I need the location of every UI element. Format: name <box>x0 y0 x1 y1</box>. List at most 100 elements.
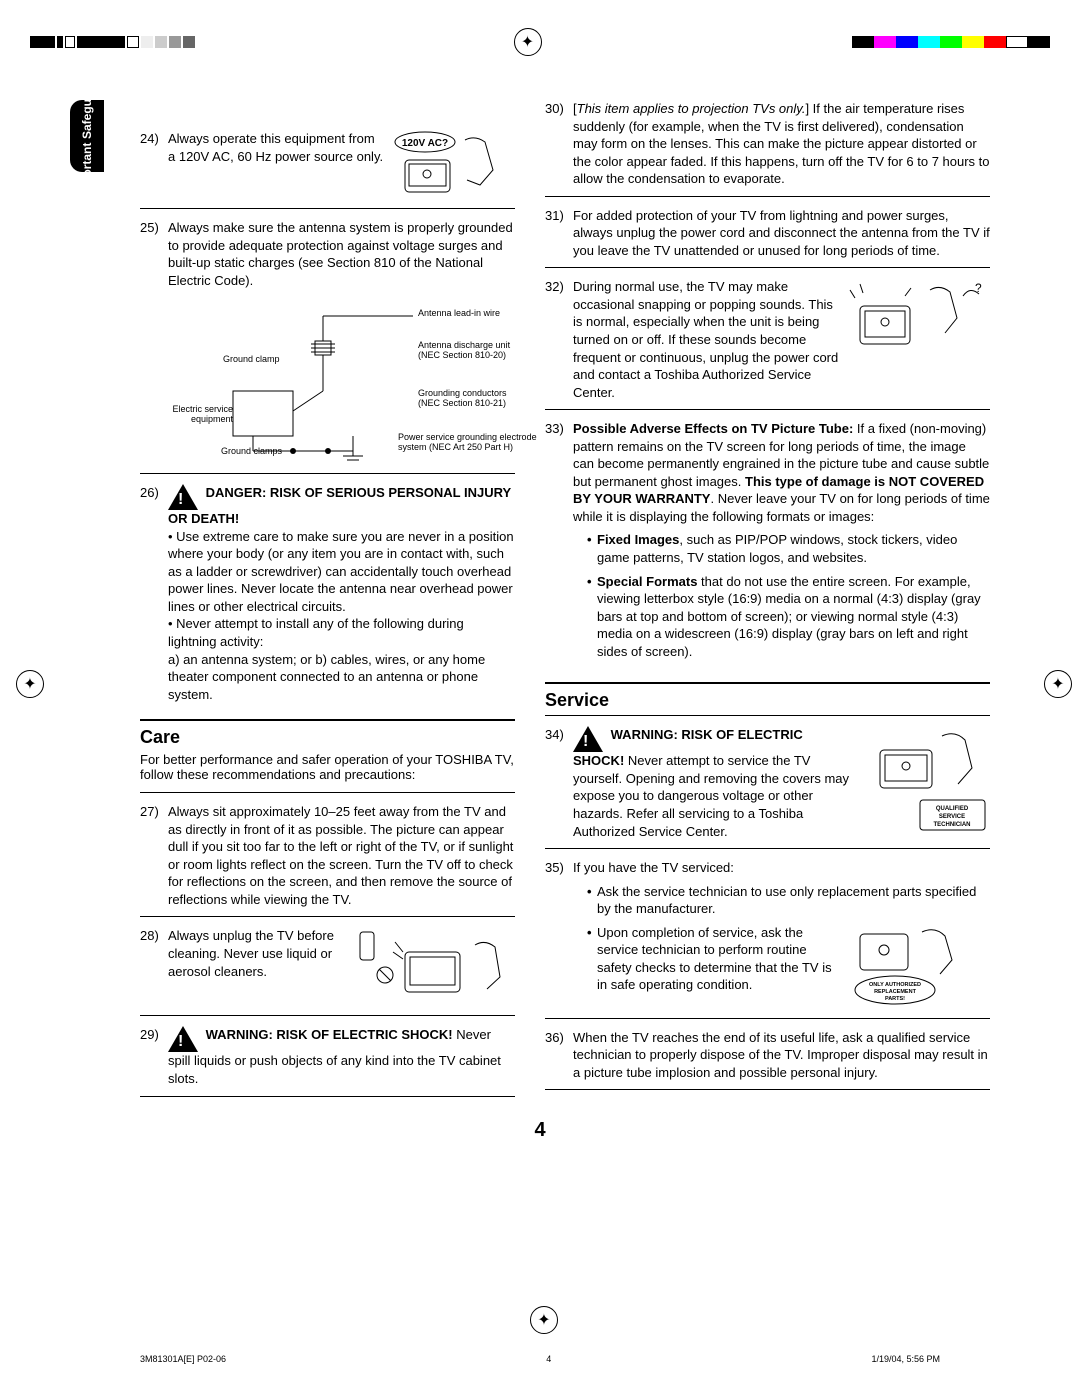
item-32: 32) ? During normal use, the TV may make… <box>545 278 990 401</box>
item-29: 29) WARNING: RISK OF ELECTRIC SHOCK! Nev… <box>140 1026 515 1087</box>
rule-care <box>140 792 515 793</box>
item-35-b1: Ask the service technician to use only r… <box>587 883 990 918</box>
item-35-lead: If you have the TV serviced: <box>573 860 734 875</box>
item-30-num: 30) <box>545 100 573 188</box>
item-31: 31) For added protection of your TV from… <box>545 207 990 260</box>
color-bars <box>852 36 1050 48</box>
item-35: 35) If you have the TV serviced: Ask the… <box>545 859 990 1010</box>
dlabel-d: Grounding conductors (NEC Section 810-21… <box>418 388 528 408</box>
register-left: ✦ <box>16 670 44 698</box>
sidebar-tab: Important Safeguards <box>70 100 104 172</box>
item-30: 30) [This item applies to projection TVs… <box>545 100 990 188</box>
illustration-35: ONLY AUTHORIZED REPLACEMENT PARTS! <box>850 924 990 1010</box>
left-register-group <box>30 36 195 48</box>
print-marks-top: ✦ <box>0 28 1080 56</box>
item-34: 34) QUALIFIED SERVICE TECHNICIAN WARNING… <box>545 726 990 840</box>
dlabel-b: Antenna discharge unit (NEC Section 810-… <box>418 340 528 360</box>
svg-text:REPLACEMENT: REPLACEMENT <box>874 989 917 995</box>
item-24-num: 24) <box>140 130 168 200</box>
item-26-num: 26) <box>140 484 168 703</box>
warning-icon-29 <box>168 1026 198 1052</box>
svg-text:?: ? <box>975 281 982 295</box>
item-35-b2-wrap: ONLY AUTHORIZED REPLACEMENT PARTS! Upon … <box>587 924 990 994</box>
illustration-28 <box>345 927 515 1007</box>
item-33: 33) Possible Adverse Effects on TV Pictu… <box>545 420 990 666</box>
svg-text:TECHNICIAN: TECHNICIAN <box>934 822 971 828</box>
svg-text:ONLY AUTHORIZED: ONLY AUTHORIZED <box>869 982 921 988</box>
item-24-text: Always operate this equipment from a 120… <box>168 130 385 200</box>
illustration-24: 120V AC? <box>385 130 515 200</box>
item-30-italic: This item applies to projection TVs only… <box>577 101 806 116</box>
item-25: 25) Always make sure the antenna system … <box>140 219 515 289</box>
rule-27 <box>140 916 515 917</box>
illustration-34: QUALIFIED SERVICE TECHNICIAN <box>860 726 990 836</box>
item-26: 26) DANGER: RISK OF SERIOUS PERSONAL INJ… <box>140 484 515 703</box>
rule-24 <box>140 208 515 209</box>
sidebar-line2: Safeguards <box>80 74 94 139</box>
item-25-num: 25) <box>140 219 168 289</box>
item-36-num: 36) <box>545 1029 573 1082</box>
item-36: 36) When the TV reaches the end of its u… <box>545 1029 990 1082</box>
dlabel-f: Power service grounding electrode system… <box>398 432 548 452</box>
svg-text:QUALIFIED: QUALIFIED <box>936 806 969 812</box>
rule-31 <box>545 267 990 268</box>
item-33-bullet2: Special Formats that do not use the enti… <box>587 573 990 661</box>
item-25-text: Always make sure the antenna system is p… <box>168 219 515 289</box>
dash-bars <box>30 36 195 48</box>
warning-icon-34 <box>573 726 603 752</box>
rule-25 <box>140 473 515 474</box>
rule-35 <box>545 1018 990 1019</box>
item-33-bullets: Fixed Images, such as PIP/POP windows, s… <box>587 531 990 660</box>
svg-text:SERVICE: SERVICE <box>939 814 965 820</box>
dlabel-c: Ground clamp <box>223 354 280 364</box>
service-title: Service <box>545 690 990 711</box>
item-32-text: During normal use, the TV may make occas… <box>573 279 838 399</box>
item-31-num: 31) <box>545 207 573 260</box>
item-29-heading: WARNING: RISK OF ELECTRIC SHOCK! <box>206 1027 453 1042</box>
page-content: Important Safeguards 24) Always operate … <box>80 100 1000 1142</box>
dlabel-a: Antenna lead-in wire <box>418 308 500 318</box>
register-right: ✦ <box>1044 670 1072 698</box>
rule-30 <box>545 196 990 197</box>
register-bottom: ✦ <box>522 1306 558 1334</box>
svg-text:PARTS!: PARTS! <box>885 996 905 1002</box>
item-30-bc: ] If the air <box>805 101 859 116</box>
rule-32 <box>545 409 990 410</box>
item-33-leadb: Possible Adverse Effects on TV Picture T… <box>573 421 853 436</box>
item-33-num: 33) <box>545 420 573 666</box>
item-24: 24) Always operate this equipment from a… <box>140 130 515 200</box>
footer-center: 4 <box>546 1354 551 1364</box>
rule-28 <box>140 1015 515 1016</box>
item-33-bullet1: Fixed Images, such as PIP/POP windows, s… <box>587 531 990 566</box>
warning-icon-26 <box>168 484 198 510</box>
service-rule <box>545 682 990 684</box>
item-28-text: Always unplug the TV before cleaning. Ne… <box>168 927 345 1007</box>
item-28-num: 28) <box>140 927 168 1007</box>
sidebar-line1: Important <box>80 143 94 198</box>
item-35-num: 35) <box>545 859 573 1010</box>
grounding-diagram: Antenna lead-in wire Antenna discharge u… <box>172 295 515 465</box>
b1-bold: Fixed Images <box>597 532 679 547</box>
dlabel-g: Ground clamps <box>221 446 282 456</box>
item-35-bullets: Ask the service technician to use only r… <box>587 883 990 994</box>
item-26-l2: • Never attempt to install any of the fo… <box>168 616 464 649</box>
item-27: 27) Always sit approximately 10–25 feet … <box>140 803 515 908</box>
item-34-num: 34) <box>545 726 573 840</box>
page-number: 4 <box>80 1119 1000 1142</box>
item-26-l1: • Use extreme care to make sure you are … <box>168 529 514 614</box>
footer-right: 1/19/04, 5:56 PM <box>871 1354 940 1364</box>
item-36-text: When the TV reaches the end of its usefu… <box>573 1029 990 1082</box>
footer: 3M81301A[E] P02-06 4 1/19/04, 5:56 PM <box>140 1354 940 1364</box>
b2-bold: Special Formats <box>597 574 697 589</box>
care-title: Care <box>140 727 515 748</box>
item-28: 28) Always unplug the TV before cleaning… <box>140 927 515 1007</box>
dlabel-e: Electric service equipment <box>143 404 233 424</box>
rule-29 <box>140 1096 515 1097</box>
item-29-num: 29) <box>140 1026 168 1087</box>
register-mark-center: ✦ <box>514 28 542 56</box>
item-27-text: Always sit approximately 10–25 feet away… <box>168 803 515 908</box>
item-32-num: 32) <box>545 278 573 401</box>
illustration-32: ? <box>845 278 990 368</box>
item-27-num: 27) <box>140 803 168 908</box>
item-26-l3: a) an antenna system; or b) cables, wire… <box>168 652 485 702</box>
